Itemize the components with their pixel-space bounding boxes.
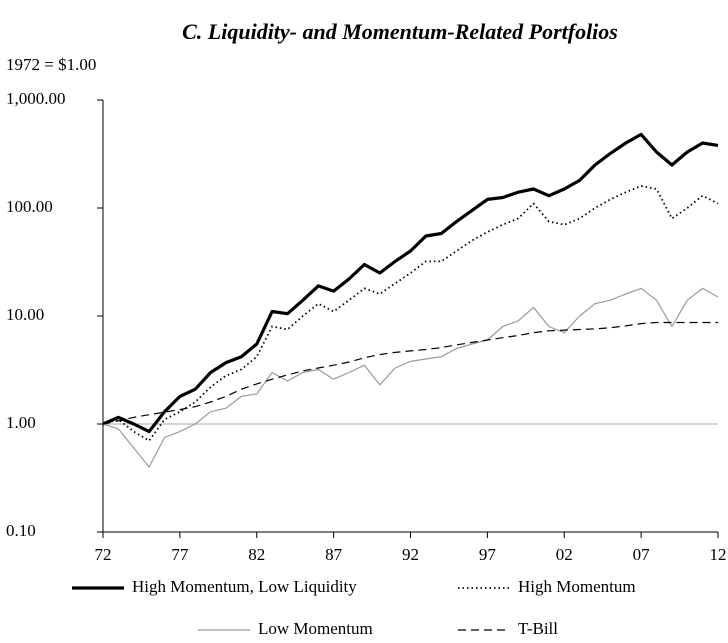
x-tick-label: 77 [171, 545, 189, 564]
legend-label: High Momentum [518, 577, 636, 596]
x-tick-label: 97 [479, 545, 497, 564]
y-tick-label: 0.10 [6, 521, 36, 540]
series-line [102, 287, 719, 468]
x-tick-label: 72 [95, 545, 112, 564]
x-tick-label: 07 [633, 545, 651, 564]
chart-title: C. Liquidity- and Momentum-Related Portf… [182, 19, 618, 44]
y-tick-label: 100.00 [6, 197, 53, 216]
x-tick-label: 02 [556, 545, 573, 564]
chart-subtitle: 1972 = $1.00 [6, 55, 96, 74]
series-line [102, 321, 718, 425]
x-tick-label: 12 [710, 545, 727, 564]
series-line [102, 132, 719, 434]
legend-label: T-Bill [518, 619, 558, 638]
x-tick-label: 82 [248, 545, 265, 564]
series-line [102, 185, 719, 442]
legend-label: Low Momentum [258, 619, 373, 638]
y-tick-label: 1,000.00 [6, 89, 66, 108]
x-tick-label: 87 [325, 545, 343, 564]
y-tick-label: 10.00 [6, 305, 44, 324]
x-tick-label: 92 [402, 545, 419, 564]
legend-label: High Momentum, Low Liquidity [132, 577, 357, 596]
y-tick-label: 1.00 [6, 413, 36, 432]
